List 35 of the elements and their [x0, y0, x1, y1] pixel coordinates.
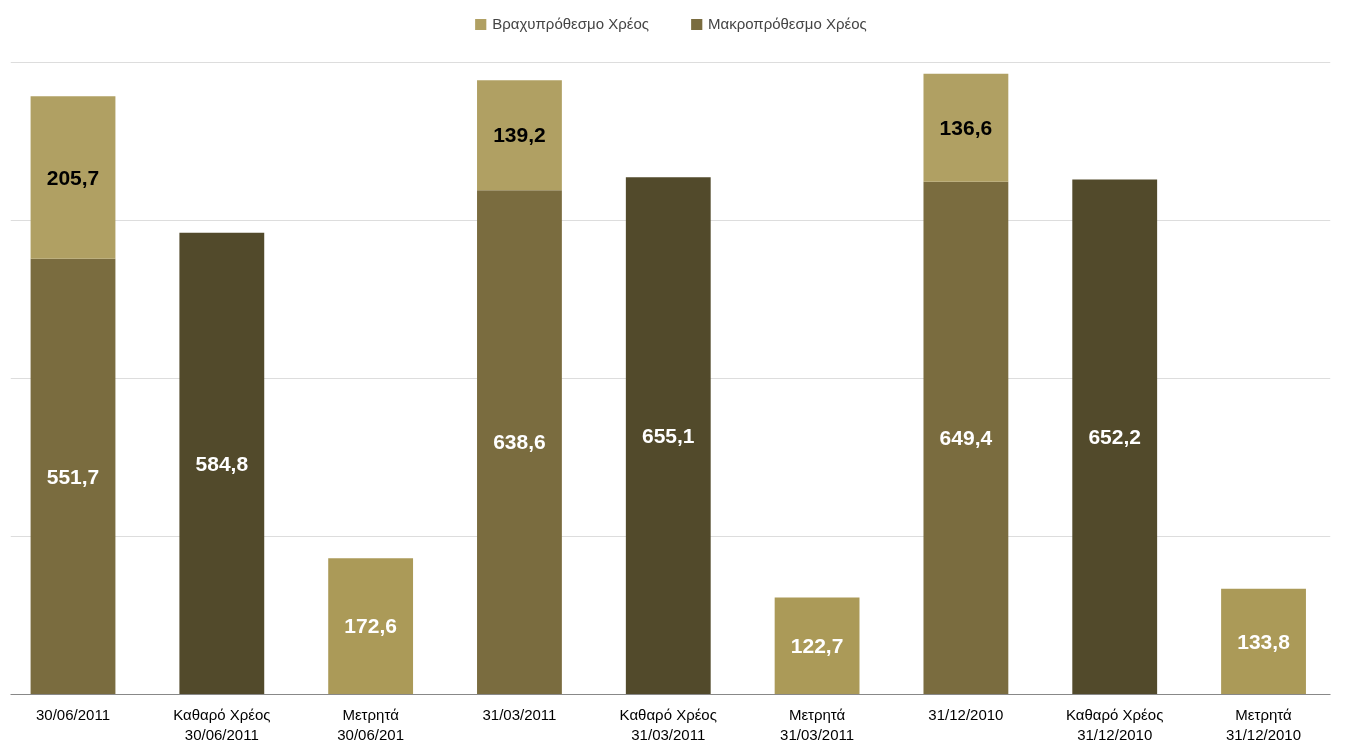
data-label: 133,8 — [1237, 629, 1291, 653]
bar — [30, 258, 116, 695]
bar — [1221, 588, 1306, 695]
bar — [30, 96, 116, 259]
x-tick-label: Μετρητά 30/06/201 — [337, 705, 404, 743]
bar — [774, 597, 860, 695]
legend-label: Βραχυπρόθεσμο Χρέος — [492, 15, 649, 32]
data-label: 139,2 — [493, 123, 546, 147]
x-tick-label: Καθαρό Χρέος 31/03/2011 — [619, 705, 717, 743]
bar — [328, 558, 414, 695]
data-label: 172,6 — [344, 614, 397, 638]
data-label: 655,1 — [641, 423, 695, 447]
x-tick-label: Μετρητά 31/12/2010 — [1226, 705, 1302, 743]
data-label: 638,6 — [493, 430, 546, 454]
data-label: 551,7 — [46, 464, 100, 488]
bar — [179, 232, 265, 695]
data-label: 652,2 — [1088, 424, 1141, 448]
x-tick-label: Μετρητά 31/03/2011 — [780, 705, 855, 743]
bar — [1072, 179, 1158, 695]
data-label: 205,7 — [46, 165, 100, 189]
x-tick-label: 31/12/2010 — [928, 705, 1004, 723]
data-label: 649,4 — [939, 426, 993, 450]
bar — [923, 181, 1009, 695]
x-tick-label: Καθαρό Χρέος 31/12/2010 — [1066, 705, 1164, 743]
x-tick-label: 30/06/2011 — [36, 705, 110, 723]
bar — [477, 80, 562, 191]
x-tick-label: 31/03/2011 — [482, 705, 557, 723]
bar — [477, 190, 562, 695]
bar — [625, 177, 711, 695]
data-label: 584,8 — [195, 451, 249, 475]
x-tick-label: Καθαρό Χρέος 30/06/2011 — [173, 705, 271, 743]
legend-label: Μακροπρόθεσμο Χρέος — [707, 15, 867, 32]
data-label: 122,7 — [790, 634, 844, 658]
data-label: 136,6 — [939, 115, 993, 139]
bar — [923, 73, 1009, 182]
